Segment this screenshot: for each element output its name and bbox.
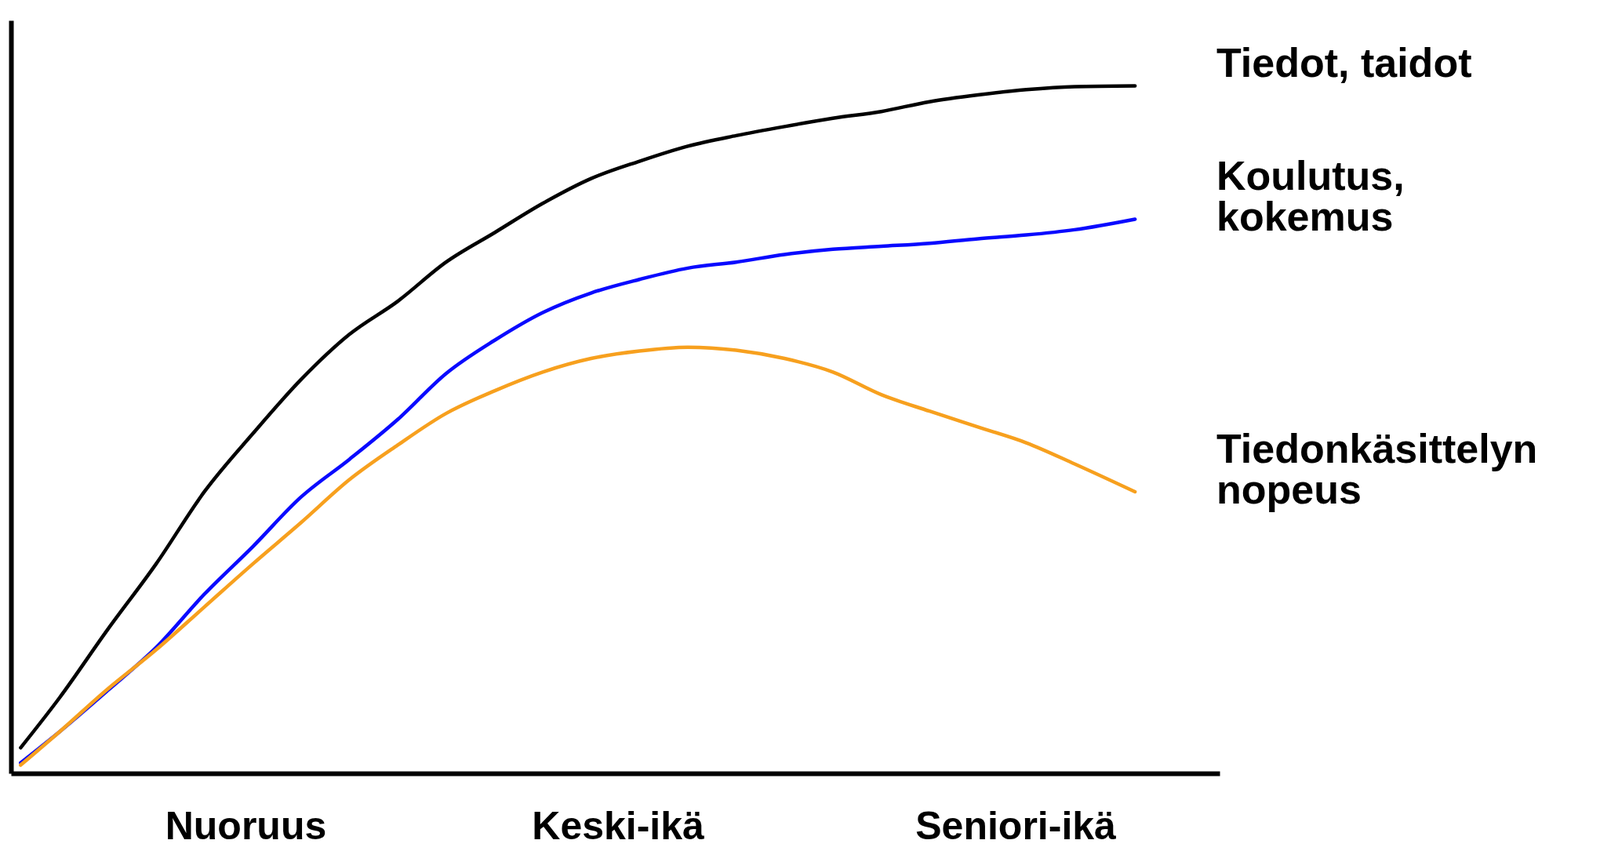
y-axis [10,21,12,775]
x-axis-line [11,771,1221,777]
series-line [20,86,1135,749]
series-label: Tiedonkäsittelynnopeus [1216,425,1538,513]
series-line [20,347,1135,766]
series-label: Koulutus,kokemus [1216,152,1405,240]
series-line [20,218,1135,763]
x-tick: Nuoruus [165,773,328,848]
x-tick-label: Seniori-ikä [915,803,1117,848]
x-axis: Nuoruus Keski-ikä Seniori-ikä [11,773,1221,848]
x-tick-label: Keski-ikä [531,803,705,848]
series-labels: Tiedot, taidot Koulutus,kokemus Tiedonkäsi… [1216,40,1538,512]
y-axis-line [9,21,15,775]
chart: Nuoruus Keski-ikä Seniori-ikä Tiedot, taido… [0,0,1600,851]
x-tick-label: Nuoruus [165,803,328,848]
x-tick: Keski-ikä [531,773,705,848]
lines [20,86,1135,766]
x-tick: Seniori-ikä [915,773,1117,848]
series-label: Tiedot, taidot [1216,40,1472,86]
